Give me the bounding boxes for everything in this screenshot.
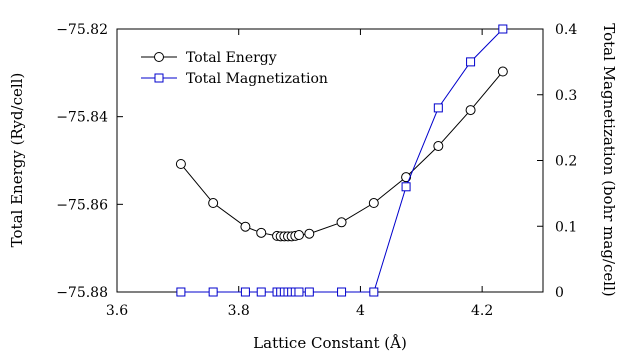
x-axis-label: Lattice Constant (Å)	[253, 334, 407, 352]
total-energy-point	[240, 221, 251, 232]
total-magnetization-point	[294, 287, 304, 297]
x-tick-label: 4	[356, 303, 365, 319]
legend-item-total-magnetization: Total Magnetization	[141, 71, 328, 87]
y-right-tick-label: 0.4	[555, 22, 577, 38]
total-magnetization-point	[337, 287, 347, 297]
y-left-tick-label: −75.82	[56, 22, 108, 38]
y-left-tick-label: −75.88	[56, 285, 108, 301]
total-magnetization-point	[433, 103, 443, 113]
total-energy-point	[293, 230, 304, 241]
ticks-layer: 3.6 3.8 4 4.2 −75.88 −75.86 −75.84 −75.82 0 0.1 0.…	[56, 22, 577, 319]
x-tick-label: 3.6	[106, 303, 128, 319]
total-energy-point	[497, 66, 508, 77]
y-axis-label-right: Total Magnetization (bohr mag/cell)	[600, 23, 618, 296]
legend-marker	[154, 73, 164, 83]
total-magnetization-point	[304, 287, 314, 297]
total-magnetization-point	[369, 287, 379, 297]
y-axis-label-left: Total Energy (Ryd/cell)	[8, 73, 26, 248]
total-energy-point	[465, 105, 476, 116]
total-energy-point	[433, 141, 444, 152]
series-layer	[175, 24, 508, 297]
total-magnetization-point	[256, 287, 266, 297]
legend-label: Total Energy	[186, 50, 277, 66]
total-energy-point	[401, 172, 412, 183]
x-tick-label: 3.8	[228, 303, 250, 319]
total-energy-point	[304, 228, 315, 239]
total-energy-point	[368, 198, 379, 209]
total-energy-point	[208, 198, 219, 209]
total-energy-point	[256, 227, 267, 238]
total-magnetization-line	[180, 28, 504, 293]
total-magnetization-point	[240, 287, 250, 297]
total-magnetization-point	[401, 182, 411, 192]
total-energy-point	[175, 159, 186, 170]
y-right-tick-label: 0	[555, 285, 564, 301]
total-energy-series	[175, 66, 508, 242]
legend-label: Total Magnetization	[186, 71, 328, 87]
total-magnetization-point	[498, 24, 508, 34]
y-right-tick-label: 0.3	[555, 88, 577, 104]
x-tick-label: 4.2	[471, 303, 493, 319]
total-magnetization-point	[176, 287, 186, 297]
total-magnetization-series	[176, 24, 508, 297]
total-magnetization-point	[208, 287, 218, 297]
y-left-tick-label: −75.86	[56, 197, 108, 213]
y-right-tick-label: 0.2	[555, 154, 577, 170]
legend: Total Energy Total Magnetization	[141, 50, 328, 87]
legend-marker	[154, 52, 164, 62]
y-right-tick-label: 0.1	[555, 219, 577, 235]
total-energy-point	[336, 217, 347, 228]
total-magnetization-point	[466, 57, 476, 67]
total-energy-line	[180, 71, 504, 237]
y-left-tick-label: −75.84	[56, 110, 108, 126]
legend-item-total-energy: Total Energy	[141, 50, 277, 66]
